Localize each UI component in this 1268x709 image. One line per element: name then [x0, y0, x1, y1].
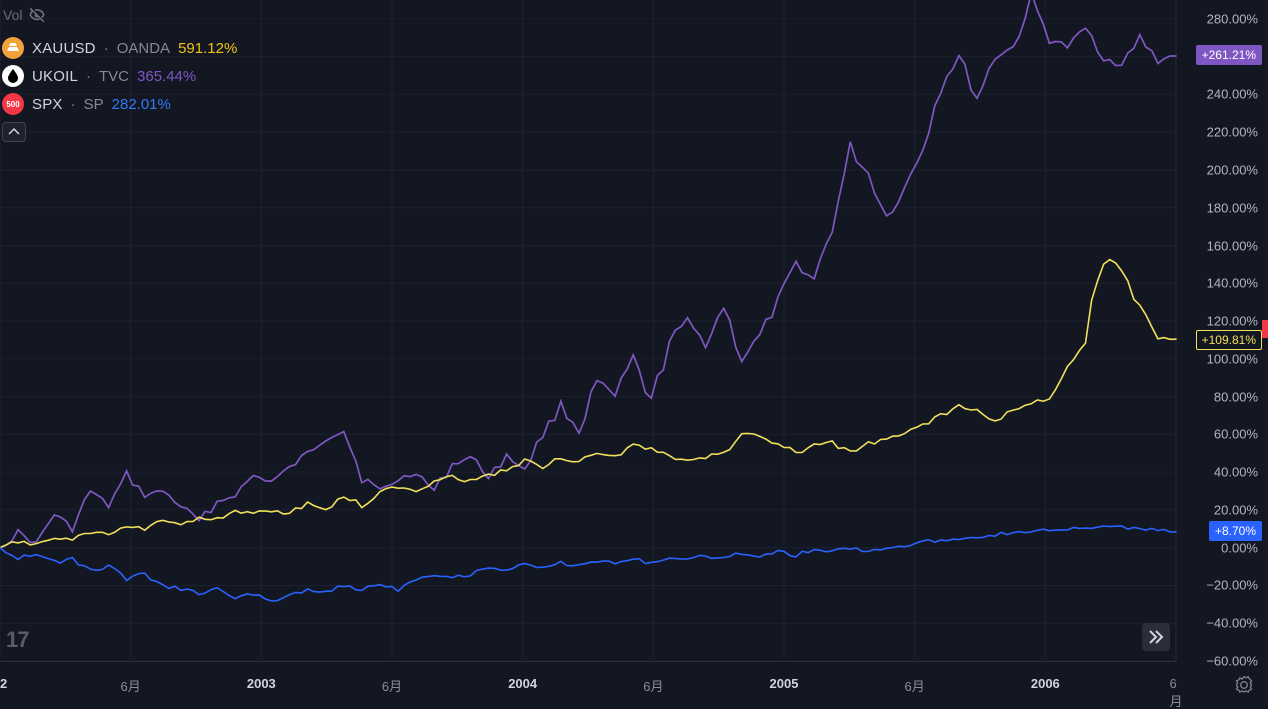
- y-tick-label: 80.00%: [1214, 389, 1258, 404]
- y-tick-label: 240.00%: [1207, 87, 1258, 102]
- volume-toggle[interactable]: Vol: [3, 6, 46, 24]
- y-tick-label: 280.00%: [1207, 11, 1258, 26]
- x-tick-label: 6月: [382, 676, 402, 695]
- provider-label: TVC: [99, 68, 129, 85]
- y-tick-label: −60.00%: [1206, 654, 1258, 669]
- chevron-up-icon: [8, 127, 20, 137]
- y-tick-label: 100.00%: [1207, 351, 1258, 366]
- y-tick-label: 180.00%: [1207, 200, 1258, 215]
- y-tick-label: 120.00%: [1207, 314, 1258, 329]
- y-tick-label: 160.00%: [1207, 238, 1258, 253]
- x-tick-label: 2003: [247, 676, 276, 691]
- tradingview-logo: 17: [6, 627, 28, 653]
- x-tick-label: 6月: [121, 676, 141, 695]
- x-tick-label: 2004: [508, 676, 537, 691]
- legend-row-xauusd[interactable]: XAUUSD · OANDA 591.12%: [2, 34, 237, 62]
- y-tick-label: 140.00%: [1207, 276, 1258, 291]
- y-tick-label: −20.00%: [1206, 578, 1258, 593]
- x-tick-label: 2005: [770, 676, 799, 691]
- gear-icon: [1234, 675, 1254, 695]
- x-tick-label: 2006: [1031, 676, 1060, 691]
- y-tick-label: 60.00%: [1214, 427, 1258, 442]
- legend-value: 282.01%: [112, 96, 171, 113]
- symbol-label: XAUUSD: [32, 40, 96, 57]
- symbol-label: UKOIL: [32, 68, 78, 85]
- legend-row-spx[interactable]: 500 SPX · SP 282.01%: [2, 90, 237, 118]
- gold-icon: [2, 37, 24, 59]
- price-tag-xauusd: +109.81%: [1196, 330, 1262, 350]
- x-axis[interactable]: 026月20036月20046月20056月20066月: [0, 661, 1176, 709]
- goto-latest-button[interactable]: [1142, 623, 1170, 651]
- y-tick-label: 200.00%: [1207, 162, 1258, 177]
- chart-container: Vol XAUUSD · OANDA 591.12% UKOIL · TVC 3…: [0, 0, 1268, 709]
- x-tick-label: 02: [0, 676, 7, 691]
- y-tick-label: −40.00%: [1206, 616, 1258, 631]
- legend: XAUUSD · OANDA 591.12% UKOIL · TVC 365.4…: [2, 34, 237, 142]
- x-tick-label: 6月: [1170, 676, 1183, 709]
- provider-label: OANDA: [117, 40, 170, 57]
- legend-value: 365.44%: [137, 68, 196, 85]
- y-tick-label: 20.00%: [1214, 502, 1258, 517]
- price-tag-spx: +8.70%: [1209, 521, 1262, 541]
- legend-row-ukoil[interactable]: UKOIL · TVC 365.44%: [2, 62, 237, 90]
- collapse-legend-button[interactable]: [2, 122, 26, 142]
- y-tick-label: 220.00%: [1207, 125, 1258, 140]
- oil-drop-icon: [2, 65, 24, 87]
- y-tick-label: 0.00%: [1221, 540, 1258, 555]
- symbol-label: SPX: [32, 96, 63, 113]
- eye-slash-icon: [28, 6, 46, 24]
- legend-value: 591.12%: [178, 40, 237, 57]
- chevron-double-right-icon: [1148, 630, 1164, 644]
- price-alert-marker[interactable]: [1262, 320, 1268, 338]
- settings-button[interactable]: [1234, 675, 1254, 695]
- y-axis[interactable]: 280.00%260.00%240.00%220.00%200.00%180.0…: [1176, 0, 1268, 661]
- provider-label: SP: [84, 96, 104, 113]
- sp500-icon: 500: [2, 93, 24, 115]
- x-tick-label: 6月: [905, 676, 925, 695]
- vol-label: Vol: [3, 7, 22, 23]
- price-tag-ukoil: +261.21%: [1196, 45, 1262, 65]
- y-tick-label: 40.00%: [1214, 465, 1258, 480]
- x-tick-label: 6月: [643, 676, 663, 695]
